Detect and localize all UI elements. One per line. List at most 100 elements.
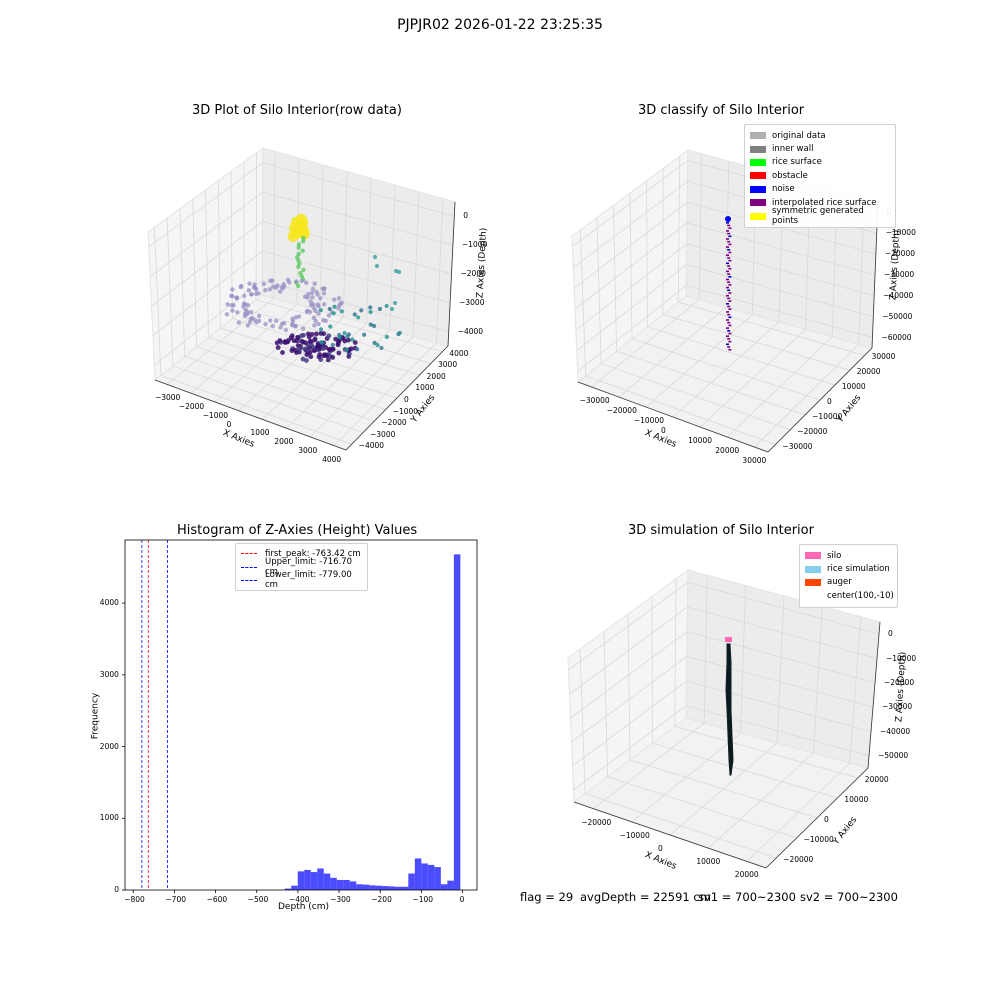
p1-point bbox=[282, 340, 288, 345]
histogram-bar bbox=[414, 858, 422, 890]
histogram-frame bbox=[124, 539, 478, 891]
histogram-x-tick: −800 bbox=[124, 895, 145, 904]
p2-interpolated-point bbox=[727, 224, 731, 227]
p1-point bbox=[362, 332, 367, 337]
p2-interpolated-point bbox=[727, 265, 731, 267]
p1-point bbox=[301, 235, 306, 241]
p1-point bbox=[300, 339, 306, 345]
p1-point bbox=[312, 281, 317, 286]
avg-depth-text: avgDepth = 22591 cm bbox=[580, 890, 711, 904]
p2-interpolated-point bbox=[726, 222, 729, 224]
p2-interpolated-point bbox=[728, 243, 732, 246]
p1-point bbox=[298, 345, 304, 351]
p1-point bbox=[316, 346, 322, 352]
p1-point bbox=[372, 340, 377, 345]
histogram-x-label: Depth (cm) bbox=[278, 902, 330, 912]
histogram-x-tick: −100 bbox=[412, 895, 434, 904]
p2-interpolated-point bbox=[728, 227, 732, 229]
p2-interpolated-point bbox=[726, 319, 729, 321]
p1-point bbox=[303, 340, 309, 346]
p1-point bbox=[302, 294, 308, 299]
p1-point bbox=[337, 335, 342, 340]
p1-point bbox=[306, 291, 311, 297]
p1-grid-y bbox=[205, 189, 398, 399]
p4-z-tick: −30000 bbox=[882, 702, 913, 712]
legend-swatch bbox=[805, 578, 821, 586]
p1-grid-x bbox=[238, 171, 348, 411]
p1-point bbox=[295, 283, 301, 289]
p1-point bbox=[304, 309, 310, 314]
p1-point bbox=[289, 348, 295, 354]
p1-point bbox=[318, 331, 324, 336]
p1-point bbox=[322, 286, 327, 291]
p1-back-pane bbox=[261, 147, 456, 347]
histogram-bar bbox=[317, 868, 324, 890]
p4-x-axis-line bbox=[573, 801, 767, 869]
p1-point bbox=[241, 304, 246, 309]
p2-grid-x bbox=[618, 161, 730, 398]
p1-point bbox=[291, 338, 297, 344]
p1-point bbox=[253, 285, 258, 291]
histogram-y-label: Frequency bbox=[90, 692, 101, 740]
p1-grid-x bbox=[190, 158, 300, 394]
p1-grid-z bbox=[154, 279, 449, 366]
p1-point bbox=[304, 280, 309, 285]
p1-point bbox=[312, 347, 317, 353]
p1-point bbox=[282, 339, 288, 345]
p1-point bbox=[285, 339, 290, 345]
p1-point bbox=[319, 340, 324, 345]
p1-point bbox=[368, 322, 373, 327]
p2-interpolated-point bbox=[728, 235, 732, 238]
p1-point bbox=[356, 315, 361, 320]
p1-point bbox=[291, 226, 303, 238]
p1-point bbox=[295, 335, 300, 340]
histogram-bar bbox=[447, 880, 454, 890]
p1-point bbox=[355, 347, 360, 352]
flag-text: flag = 29 bbox=[520, 890, 574, 904]
p4-grid-x bbox=[669, 595, 785, 836]
p1-point bbox=[317, 344, 323, 350]
p1-point bbox=[324, 353, 330, 358]
p1-point bbox=[263, 321, 268, 327]
p1-point bbox=[280, 350, 285, 355]
p1-point bbox=[288, 335, 294, 341]
p2-interpolated-point bbox=[726, 246, 729, 248]
p1-point bbox=[230, 294, 235, 299]
legend-label: auger bbox=[827, 577, 852, 588]
p1-point bbox=[307, 349, 313, 355]
p1-point bbox=[307, 345, 312, 351]
legend-label: rice surface bbox=[772, 157, 822, 168]
p1-x-tick: −1000 bbox=[202, 410, 229, 420]
p1-point bbox=[330, 342, 335, 348]
p1-point bbox=[308, 354, 314, 360]
p1-point bbox=[312, 336, 318, 342]
p1-point bbox=[396, 332, 401, 337]
p1-point bbox=[295, 213, 307, 225]
histogram-y-tick: 4000 bbox=[99, 598, 119, 608]
p1-point bbox=[294, 338, 300, 344]
p1-y-tick: −1000 bbox=[392, 406, 419, 416]
p1-x-tick: 2000 bbox=[274, 437, 294, 447]
p1-point bbox=[310, 286, 316, 292]
p1-point bbox=[242, 313, 248, 319]
figure-title: PJPJR02 2026-01-22 23:25:35 bbox=[397, 17, 603, 33]
p2-grid-z bbox=[577, 285, 873, 372]
p1-point bbox=[326, 333, 332, 339]
p1-point bbox=[287, 280, 292, 285]
histogram-bar bbox=[304, 869, 311, 890]
legend-swatch bbox=[750, 185, 766, 193]
histogram-x-tick: −500 bbox=[247, 895, 269, 904]
p1-point bbox=[312, 348, 317, 353]
legend-label: symmetric generated points bbox=[772, 206, 864, 227]
p1-point bbox=[320, 340, 325, 345]
panel1-z-label: Z Axies (Depth) bbox=[475, 227, 490, 299]
p2-interpolated-point bbox=[728, 284, 732, 286]
panel2-points bbox=[725, 216, 732, 351]
p1-point bbox=[325, 357, 331, 363]
panel2-legend-item: noise bbox=[750, 183, 890, 196]
p1-z-axis-line bbox=[447, 201, 456, 347]
legend-swatch bbox=[805, 592, 821, 599]
panel4-legend-item: auger bbox=[805, 576, 892, 589]
p1-point bbox=[296, 349, 302, 355]
p1-point bbox=[323, 345, 329, 350]
